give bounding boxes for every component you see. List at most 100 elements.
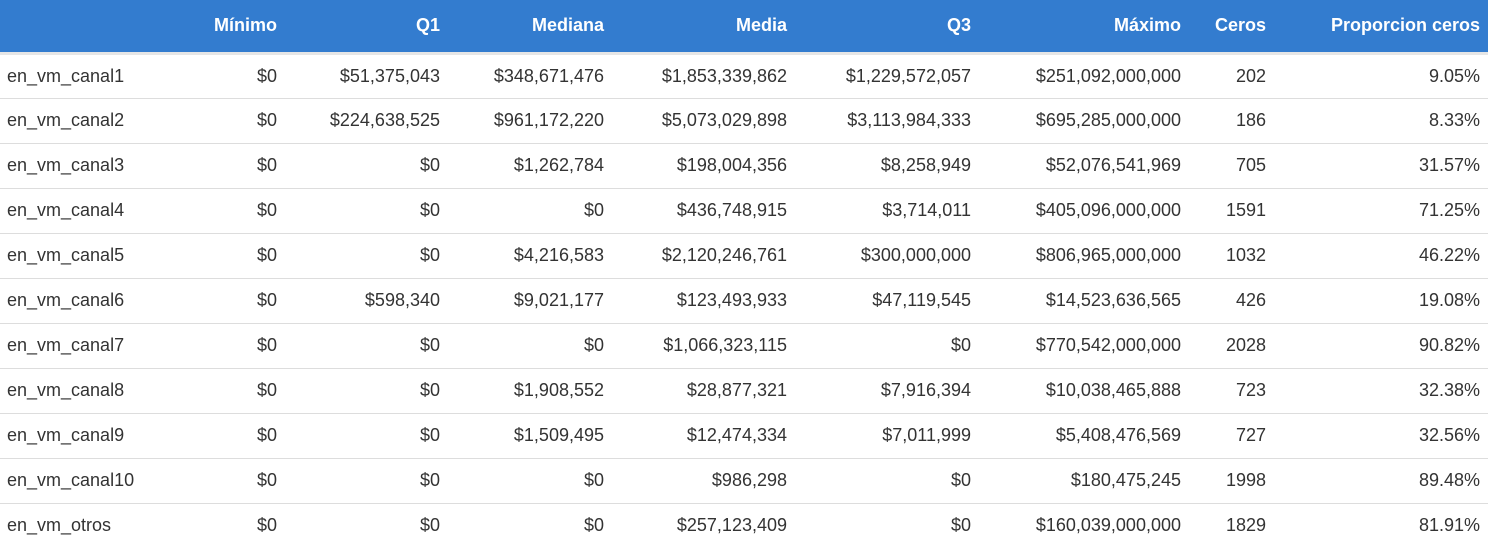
table-row: en_vm_canal2 $0 $224,638,525 $961,172,220 $5…	[0, 98, 1488, 144]
cell-media: $12,474,334	[612, 413, 795, 459]
cell-mediana: $0	[448, 188, 612, 234]
cell-minimo: $0	[155, 233, 285, 279]
cell-maximo: $5,408,476,569	[979, 413, 1189, 459]
cell-q3: $0	[950, 515, 971, 536]
cell-maximo: $770,542,000,000	[979, 323, 1189, 369]
cell-mediana: $0	[448, 458, 612, 504]
cell-rowname: en_vm_canal6	[0, 278, 155, 324]
cell-maximo: $405,096,000,000	[979, 188, 1189, 234]
cell-minimo: $0	[155, 278, 285, 324]
cell-mediana: $348,671,476	[448, 53, 612, 99]
cell-minimo: $0	[155, 323, 285, 369]
header-cell-minimo: Mínimo	[155, 0, 285, 55]
cell-ceros: 727	[1189, 413, 1274, 459]
table-row: en_vm_canal7 $0 $0 $0 $1,066,323,115 $0 $770,5…	[0, 323, 1488, 369]
header-cell-rowname	[0, 0, 155, 55]
cell-media: $2,120,246,761	[612, 233, 795, 279]
cell-proporcion-ceros: 46.22%	[1274, 233, 1488, 279]
cell-proporcion-ceros: 31.57%	[1274, 143, 1488, 189]
cell-maximo: $806,965,000,000	[979, 233, 1189, 279]
cell-ceros: 202	[1189, 53, 1274, 99]
cell-q1: $0	[285, 368, 448, 414]
cell-ceros: 1591	[1189, 188, 1274, 234]
table-header: Mínimo Q1 Mediana Media Q3 Máximo Ceros …	[0, 0, 1488, 55]
cell-media: $5,073,029,898	[612, 98, 795, 144]
cell-media: $1,066,323,115	[612, 323, 795, 369]
cell-mediana: $4,216,583	[448, 233, 612, 279]
cell-media: $986,298	[612, 458, 795, 504]
table-row: en_vm_canal10 $0 $0 $0 $986,298 $0 $180,475,24…	[0, 458, 1488, 504]
cell-ceros: 426	[1189, 278, 1274, 324]
table-row: en_vm_canal8 $0 $0 $1,908,552 $28,877,321 $7,…	[0, 368, 1488, 414]
cell-q1: $598,340	[285, 278, 448, 324]
cell-maximo: $695,285,000,000	[979, 98, 1189, 144]
cell-rowname: en_vm_canal4	[0, 188, 155, 234]
cell-maximo: $180,475,245	[979, 458, 1189, 504]
cell-proporcion-ceros: 19.08%	[1274, 278, 1488, 324]
cell-q3: $7,916,394	[795, 368, 979, 414]
cell-q1: $224,638,525	[285, 98, 448, 144]
cell-rowname: en_vm_canal3	[0, 143, 155, 189]
cell-ceros: 1032	[1189, 233, 1274, 279]
cell-q3: $7,011,999	[795, 413, 979, 459]
cell-minimo: $0	[155, 458, 285, 504]
cell-rowname: en_vm_otros	[7, 515, 112, 536]
cell-media: $436,748,915	[612, 188, 795, 234]
cell-proporcion-ceros: 89.48%	[1274, 458, 1488, 504]
cell-ceros: 1829	[1225, 515, 1266, 536]
cell-proporcion-ceros: 32.56%	[1274, 413, 1488, 459]
cell-rowname: en_vm_canal1	[0, 53, 155, 99]
table-row: en_vm_canal1 $0 $51,375,043 $348,671,476 $1,…	[0, 53, 1488, 99]
header-cell-mediana: Mediana	[448, 0, 612, 55]
header-cell-media: Media	[612, 0, 795, 55]
cell-rowname: en_vm_canal8	[0, 368, 155, 414]
cell-maximo: $251,092,000,000	[979, 53, 1189, 99]
cell-mediana: $1,262,784	[448, 143, 612, 189]
cell-proporcion-ceros: 81.91%	[1418, 515, 1480, 536]
cell-q1: $0	[285, 188, 448, 234]
cell-rowname: en_vm_canal2	[0, 98, 155, 144]
cell-rowname: en_vm_canal9	[0, 413, 155, 459]
cell-mediana: $0	[583, 515, 604, 536]
cell-q3: $3,714,011	[795, 188, 979, 234]
cell-ceros: 2028	[1189, 323, 1274, 369]
cell-q3: $8,258,949	[795, 143, 979, 189]
table-row: en_vm_otros $0 $0 $0 $257,123,409 $0 $160,039,…	[0, 503, 1488, 548]
header-row: Mínimo Q1 Mediana Media Q3 Máximo Ceros …	[0, 0, 1488, 55]
header-cell-proporcion-ceros: Proporcion ceros	[1274, 0, 1488, 55]
cell-rowname: en_vm_canal5	[0, 233, 155, 279]
cell-q1: $0	[285, 458, 448, 504]
cell-media: $1,853,339,862	[612, 53, 795, 99]
table-row: en_vm_canal6 $0 $598,340 $9,021,177 $123,493…	[0, 278, 1488, 324]
cell-q1: $0	[419, 515, 440, 536]
cell-proporcion-ceros: 8.33%	[1274, 98, 1488, 144]
cell-q3: $0	[795, 458, 979, 504]
table-row: en_vm_canal4 $0 $0 $0 $436,748,915 $3,714,011…	[0, 188, 1488, 234]
cell-q1: $0	[285, 323, 448, 369]
cell-mediana: $961,172,220	[448, 98, 612, 144]
cell-ceros: 723	[1189, 368, 1274, 414]
cell-q3: $1,229,572,057	[795, 53, 979, 99]
cell-mediana: $9,021,177	[448, 278, 612, 324]
cell-mediana: $1,908,552	[448, 368, 612, 414]
cell-minimo: $0	[155, 53, 285, 99]
table-row: en_vm_canal5 $0 $0 $4,216,583 $2,120,246,761…	[0, 233, 1488, 279]
cell-q3: $3,113,984,333	[795, 98, 979, 144]
cell-rowname: en_vm_canal10	[0, 458, 155, 504]
cell-proporcion-ceros: 9.05%	[1274, 53, 1488, 99]
cell-ceros: 186	[1189, 98, 1274, 144]
header-cell-maximo: Máximo	[979, 0, 1189, 55]
cell-mediana: $0	[448, 323, 612, 369]
cell-ceros: 1998	[1189, 458, 1274, 504]
cell-maximo: $14,523,636,565	[979, 278, 1189, 324]
cell-maximo: $160,039,000,000	[1035, 515, 1181, 536]
cell-q1: $0	[285, 413, 448, 459]
cell-minimo: $0	[155, 143, 285, 189]
cell-media: $123,493,933	[612, 278, 795, 324]
cell-media: $28,877,321	[612, 368, 795, 414]
cell-proporcion-ceros: 32.38%	[1274, 368, 1488, 414]
table-row: en_vm_canal3 $0 $0 $1,262,784 $198,004,356 $8…	[0, 143, 1488, 189]
header-cell-ceros: Ceros	[1189, 0, 1274, 55]
cell-q1: $0	[285, 233, 448, 279]
